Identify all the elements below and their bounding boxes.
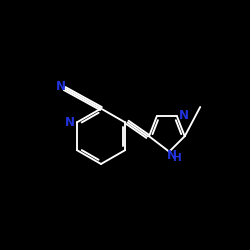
Text: N: N	[56, 80, 66, 93]
Text: N: N	[179, 109, 189, 122]
Text: N: N	[65, 116, 75, 129]
Text: H: H	[173, 153, 182, 163]
Text: N: N	[166, 149, 176, 162]
